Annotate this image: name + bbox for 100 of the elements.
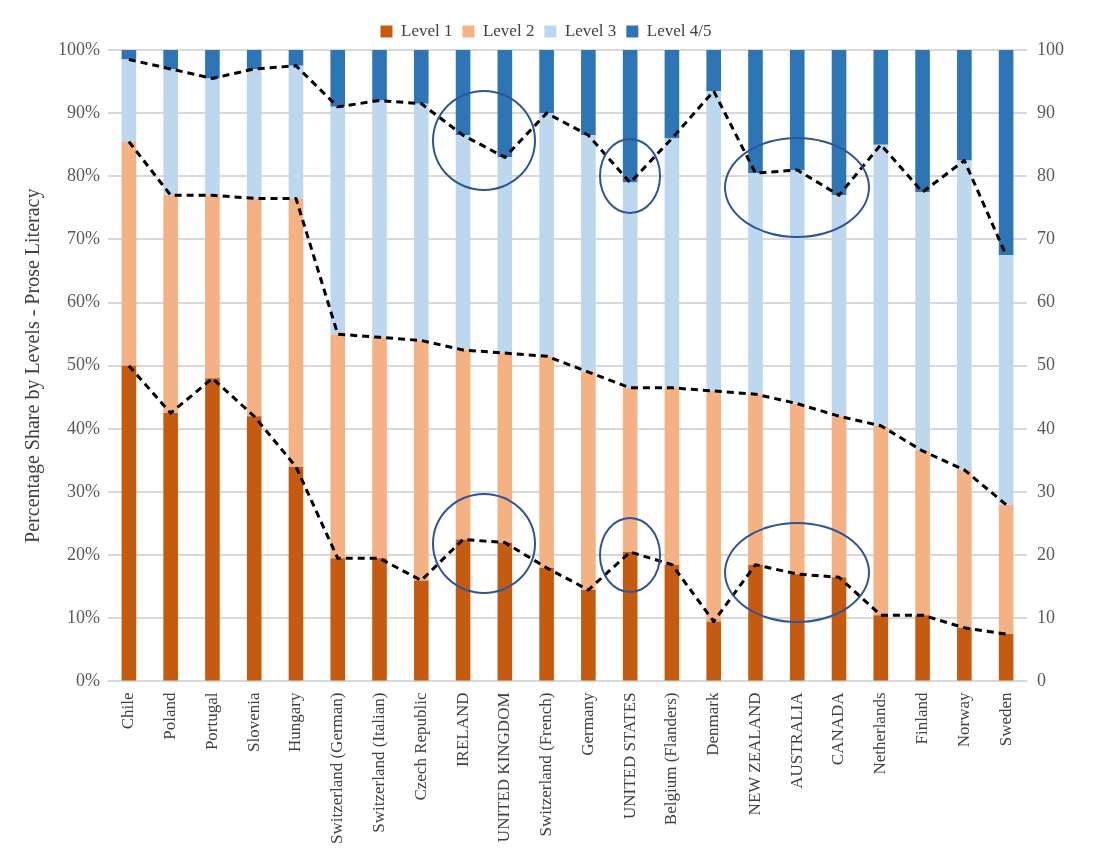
x-tick-label: Belgium (Flanders) (661, 692, 681, 826)
bar (246, 68, 262, 199)
bar (330, 50, 346, 107)
bar (413, 340, 429, 581)
bar (246, 50, 262, 69)
bar (957, 469, 972, 628)
y2-tick-label: 80 (1037, 165, 1055, 186)
y2-tick-label: 20 (1037, 543, 1055, 564)
line-series (127, 140, 1008, 507)
bar (455, 135, 471, 350)
bar (330, 558, 346, 681)
x-tick-label: UNITED KINGDOM (494, 692, 514, 843)
y2-tick-label: 60 (1037, 291, 1055, 312)
bar (831, 50, 847, 196)
y2-tick-label: 90 (1037, 101, 1055, 122)
bar (664, 50, 680, 139)
bar (288, 198, 304, 467)
y2-tick-label: 70 (1037, 228, 1055, 249)
y-tick-label: 70% (66, 228, 100, 249)
y-axis-title: Percentage Share by Levels - Prose Literacy (21, 188, 45, 543)
bar (622, 182, 638, 388)
x-tick-label: Finland (912, 691, 932, 745)
x-tick-label: Sweden (995, 691, 1015, 747)
bar (622, 387, 638, 553)
bar (748, 173, 763, 395)
bar (915, 192, 930, 451)
bar (455, 50, 471, 136)
x-tick-label: Germany (577, 691, 597, 756)
bar (205, 195, 220, 379)
bar (497, 353, 513, 543)
bar (998, 255, 1014, 505)
bar (205, 50, 220, 79)
y-tick-label: 100% (57, 38, 100, 59)
bar (205, 378, 220, 681)
y-tick-label: 80% (66, 165, 100, 186)
y-tick-label: 20% (66, 543, 100, 564)
bar (539, 113, 554, 357)
x-tick-label: IRELAND (452, 692, 472, 768)
bar (748, 50, 763, 174)
bar (581, 589, 596, 681)
bar (915, 450, 930, 616)
x-tick-label: Norway (953, 691, 973, 748)
bar (748, 564, 763, 681)
bar (581, 50, 596, 136)
bar (998, 50, 1014, 256)
bar (121, 50, 137, 60)
bar (163, 195, 178, 414)
y-tick-label: 30% (66, 480, 100, 501)
bar (372, 100, 387, 338)
x-tick-label: NEW ZEALAND (744, 692, 764, 816)
bar (413, 103, 429, 341)
bar (957, 160, 972, 470)
y2-tick-label: 0 (1037, 670, 1046, 691)
bar (581, 135, 596, 373)
y-tick-label: 10% (66, 607, 100, 628)
bar (288, 50, 304, 66)
bar (455, 349, 471, 540)
bar (497, 157, 513, 354)
x-tick-label: Czech Republic (410, 692, 430, 801)
x-tick-label: Denmark (703, 691, 723, 756)
bar (706, 50, 722, 92)
y-tick-label: 60% (66, 291, 100, 312)
bar (455, 539, 471, 681)
bar (873, 50, 889, 145)
bar (121, 365, 137, 681)
x-tick-label: Switzerland (German) (327, 692, 347, 845)
bar (163, 50, 178, 69)
x-tick-label: Portugal (201, 692, 221, 751)
bar (706, 621, 722, 681)
bar (497, 50, 513, 158)
bar (915, 50, 930, 193)
bar (413, 50, 429, 104)
x-tick-label: Poland (160, 691, 180, 740)
bar (413, 580, 429, 681)
bar (372, 337, 387, 559)
bar (873, 615, 889, 681)
bar (998, 634, 1014, 681)
bar (330, 106, 346, 335)
bar (246, 198, 262, 417)
bar (664, 564, 680, 681)
bar (288, 65, 304, 199)
x-tick-label: AUSTRALIA (786, 691, 806, 789)
legend-label: Level 1 (400, 20, 453, 40)
bar (998, 504, 1014, 635)
bar (622, 552, 638, 681)
bar (664, 138, 680, 388)
bar (831, 577, 847, 681)
y-tick-label: 90% (66, 101, 100, 122)
x-tick-label: Switzerland (French) (536, 692, 556, 837)
bar (915, 615, 930, 681)
bar (706, 391, 722, 622)
y2-tick-label: 50 (1037, 354, 1055, 375)
bar (539, 356, 554, 568)
legend-label: Level 4/5 (646, 20, 712, 40)
bar (121, 59, 137, 142)
bar (789, 169, 805, 404)
bar (789, 574, 805, 681)
bar (121, 141, 137, 366)
bar (539, 567, 554, 681)
x-tick-label: Chile (118, 692, 138, 730)
